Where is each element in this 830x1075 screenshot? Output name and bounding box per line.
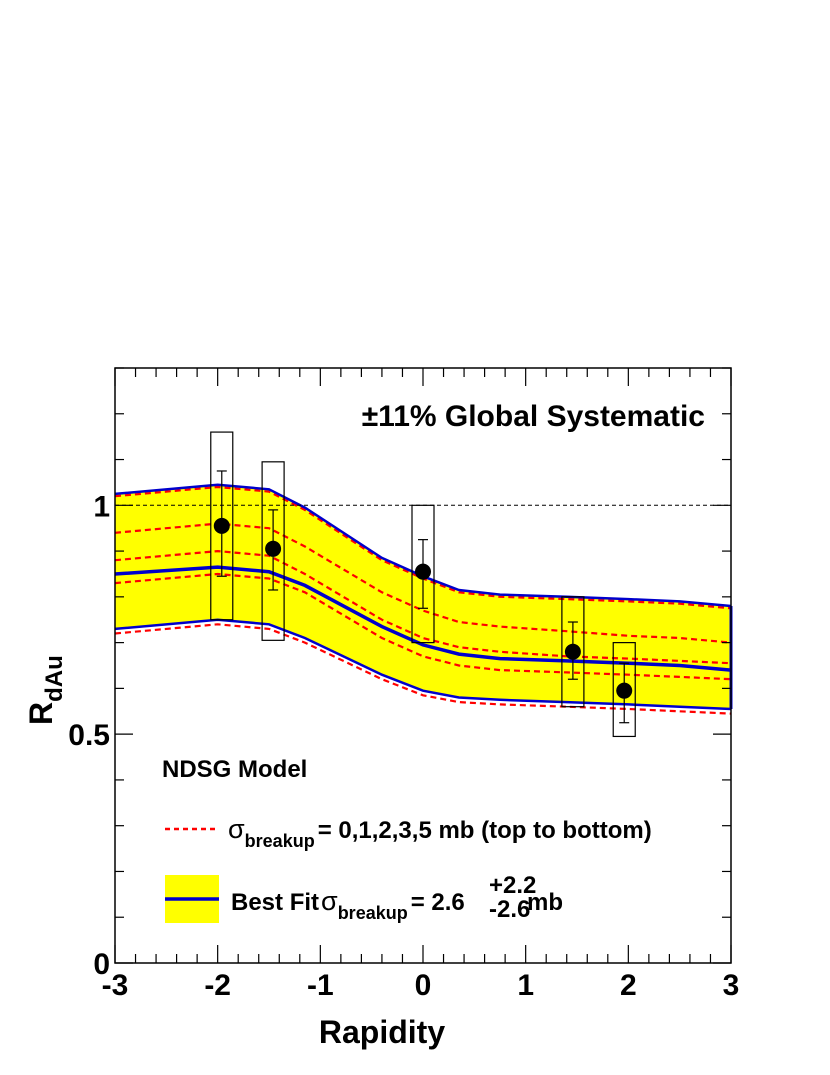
sys-box-0 [210,431,234,621]
y-axis-title-main: R [23,702,59,725]
y-tick-label-2: 1 [93,490,110,523]
x-tick-label-3: 0 [415,969,432,1002]
legend-fit-sigma: σ [321,886,338,916]
dashed-curve-3 [114,572,732,681]
legend-dashed-label: σbreakup = 0,1,2,3,5 mb (top to bottom) [228,814,652,851]
dashed-curve-4 [114,623,732,715]
legend-fit-subv: -2.6 [489,896,530,923]
legend-fit-eq: = 2.6 [411,889,465,916]
x-tick-label-2: -1 [307,969,334,1002]
legend-fit-prefix: Best Fit [231,889,319,916]
data-point-0 [213,517,230,534]
y-axis-title: RdAu [23,655,68,725]
band-lower-edge [114,618,732,711]
legend-dashed-sub: breakup [245,831,315,851]
best-fit-curve [114,565,732,672]
legend-dashed-text: = 0,1,2,3,5 mb (top to bottom) [318,817,652,844]
legend-fit-unit: mb [527,889,563,916]
sys-box-3 [561,596,585,708]
data-point-3 [564,643,581,660]
x-tick-label-6: 3 [723,969,740,1002]
tick-labels: -3 -2 -1 0 1 2 3 0 0.5 1 [68,490,739,1002]
data-point-1 [265,540,282,557]
sys-box-4 [612,642,636,738]
legend-fit-sup: +2.2 [489,872,536,899]
band-upper-edge [114,483,732,608]
x-tick-label-5: 2 [620,969,637,1002]
data-point-2 [415,563,431,580]
x-tick-label-0: -3 [102,969,129,1002]
sys-box-1 [261,461,285,641]
x-tick-label-4: 1 [517,969,534,1002]
sys-box-2 [411,504,435,644]
legend-fit-sub: breakup [338,903,408,923]
dashed-curve-1 [114,522,732,644]
legend-dashed-sigma: σ [228,814,245,844]
y-tick-label-1: 0.5 [68,719,110,752]
y-tick-label-0: 0 [93,948,110,981]
axis-ticks [114,367,732,964]
data-point-4 [616,682,633,699]
data-points [210,431,636,738]
model-name-label: NDSG Model [162,756,307,783]
dashed-curve-2 [114,549,732,665]
global-systematic-label: ±11% Global Systematic [362,400,705,433]
x-axis-title: Rapidity [319,1014,445,1050]
legend-fit-label: Best Fitσbreakup = 2.6 [231,886,465,923]
model-curves [114,483,733,715]
x-tick-label-1: -2 [204,969,231,1002]
dashed-curve-0 [114,485,732,610]
y-axis-title-sub: dAu [41,655,68,702]
